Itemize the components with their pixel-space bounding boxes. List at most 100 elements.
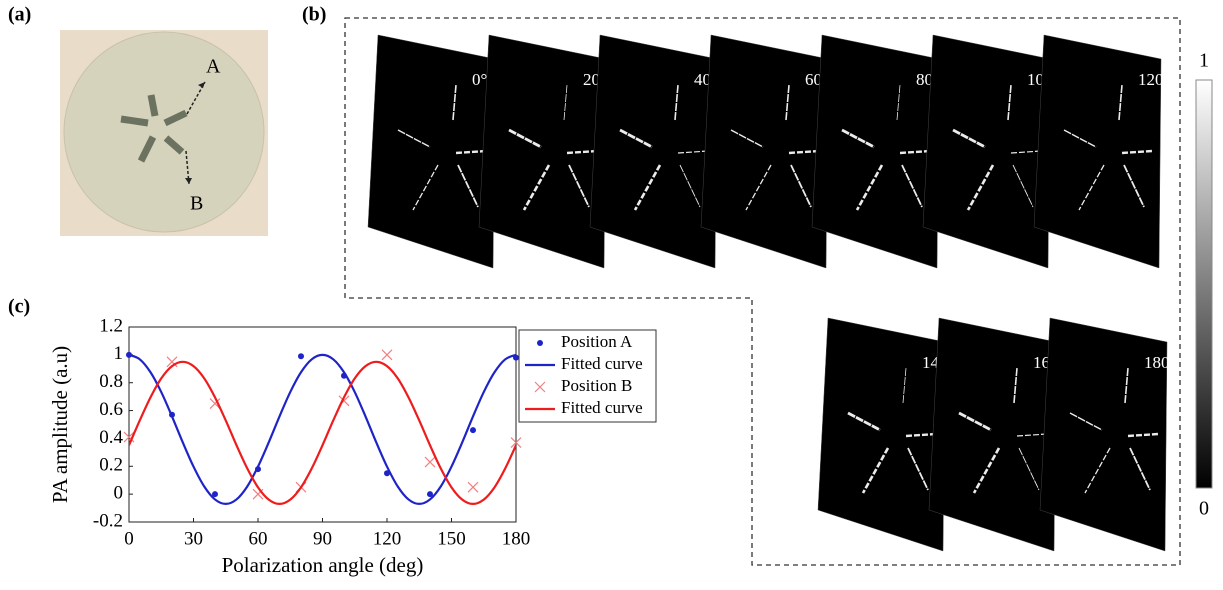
star-arm bbox=[1078, 164, 1105, 211]
star-arm bbox=[619, 128, 653, 149]
star-arm bbox=[1012, 164, 1034, 208]
y-tick-label: 0.8 bbox=[99, 371, 123, 392]
image-frame bbox=[817, 317, 946, 552]
y-axis-label: PA amplitude (a.u) bbox=[48, 346, 72, 503]
star-arm bbox=[899, 149, 931, 155]
marker-b: B bbox=[190, 193, 203, 215]
data-point bbox=[209, 398, 221, 410]
star-arm bbox=[674, 84, 679, 121]
x-tick-label: 30 bbox=[184, 528, 203, 549]
star-pattern bbox=[120, 94, 188, 163]
panel-label: (a) bbox=[8, 4, 31, 26]
polarization-image: 40° bbox=[589, 34, 718, 269]
star-arm bbox=[847, 411, 881, 432]
polarization-image: 20° bbox=[478, 34, 607, 269]
sample-disk bbox=[63, 31, 265, 233]
star-arm bbox=[901, 164, 923, 208]
star-arm bbox=[788, 149, 820, 155]
star-arm bbox=[896, 84, 901, 121]
star-arm bbox=[958, 411, 992, 432]
star-arm bbox=[397, 129, 431, 148]
star-arm bbox=[966, 164, 995, 211]
data-point bbox=[298, 353, 304, 360]
marker-a: A bbox=[206, 56, 221, 78]
x-tick-label: 0 bbox=[124, 528, 134, 549]
star-arm bbox=[855, 164, 884, 211]
data-point bbox=[123, 431, 135, 443]
image-frame bbox=[700, 34, 829, 269]
star-arm bbox=[1123, 164, 1145, 208]
polarization-image: 60° bbox=[700, 34, 829, 269]
image-frame bbox=[922, 34, 1051, 269]
star-arm bbox=[1010, 150, 1042, 154]
plot-area bbox=[128, 326, 517, 523]
star-arm bbox=[452, 84, 457, 121]
colorbar-tick-label: 1 bbox=[1199, 50, 1209, 72]
star-arm bbox=[730, 129, 764, 148]
colorbar-ticks: 10 bbox=[1199, 50, 1209, 520]
star-arm bbox=[1063, 129, 1097, 148]
data-point bbox=[510, 437, 522, 449]
star-arm bbox=[633, 164, 662, 211]
data-point bbox=[381, 349, 393, 361]
star-arm bbox=[905, 432, 937, 438]
legend-label: Fitted curve bbox=[561, 398, 643, 417]
angle-label: 0° bbox=[472, 70, 487, 89]
star-arm bbox=[785, 84, 790, 121]
image-frame bbox=[1039, 317, 1168, 552]
panel-b-frame bbox=[344, 17, 1181, 566]
star-arm bbox=[902, 367, 907, 404]
data-point bbox=[470, 427, 476, 434]
x-tick-label: 120 bbox=[373, 528, 402, 549]
y-tick-label: 0.4 bbox=[99, 427, 123, 448]
polarization-image: 100° bbox=[922, 34, 1059, 269]
image-stack: 0°20°40°60°80°100°120°140°160°180° bbox=[367, 34, 1176, 552]
polarization-image: 180° bbox=[1039, 317, 1176, 552]
y-tick-label: 0.2 bbox=[99, 455, 123, 476]
star-arm bbox=[745, 164, 772, 211]
star-arm bbox=[677, 150, 709, 154]
x-tick-label: 150 bbox=[437, 528, 466, 549]
legend-label: Position B bbox=[561, 376, 632, 395]
star-arm bbox=[790, 164, 812, 208]
star-arm bbox=[972, 447, 1001, 494]
polarization-image: 120° bbox=[1033, 34, 1170, 269]
star-arm bbox=[522, 164, 551, 211]
star-arm bbox=[455, 149, 487, 155]
data-point bbox=[212, 491, 218, 498]
star-arm bbox=[1018, 447, 1040, 491]
star-arm bbox=[1118, 84, 1123, 121]
colorbar-tick-label: 0 bbox=[1199, 498, 1209, 520]
star-arm bbox=[1121, 149, 1153, 155]
data-point bbox=[424, 456, 436, 468]
x-tick-label: 180 bbox=[502, 528, 531, 549]
star-arm bbox=[1007, 84, 1012, 121]
y-tick-label: 0 bbox=[114, 483, 124, 504]
colorbar bbox=[1195, 79, 1213, 489]
star-arm bbox=[1069, 412, 1103, 431]
panel-label: (c) bbox=[8, 296, 30, 318]
x-tick-label: 90 bbox=[313, 528, 332, 549]
polarization-image: 80° bbox=[811, 34, 940, 269]
y-tick-label: -0.2 bbox=[93, 510, 123, 531]
x-axis-label: Polarization angle (deg) bbox=[222, 553, 424, 577]
angle-label: 120° bbox=[1138, 70, 1170, 89]
y-tick-label: 1 bbox=[114, 343, 124, 364]
star-arm bbox=[1013, 367, 1018, 404]
star-arm bbox=[952, 128, 986, 149]
star-arm bbox=[568, 164, 590, 208]
image-frame bbox=[1033, 34, 1162, 269]
star-arm bbox=[563, 84, 568, 121]
star-arm bbox=[412, 164, 439, 211]
x-tick-label: 60 bbox=[249, 528, 268, 549]
image-frame bbox=[811, 34, 940, 269]
data-point bbox=[467, 481, 479, 493]
fitted-curve bbox=[129, 360, 516, 505]
star-arm bbox=[1124, 367, 1129, 404]
star-arm bbox=[907, 447, 929, 491]
panel-label: (b) bbox=[302, 4, 326, 26]
polarization-image: 0° bbox=[367, 34, 496, 269]
legend-marker bbox=[537, 340, 543, 346]
